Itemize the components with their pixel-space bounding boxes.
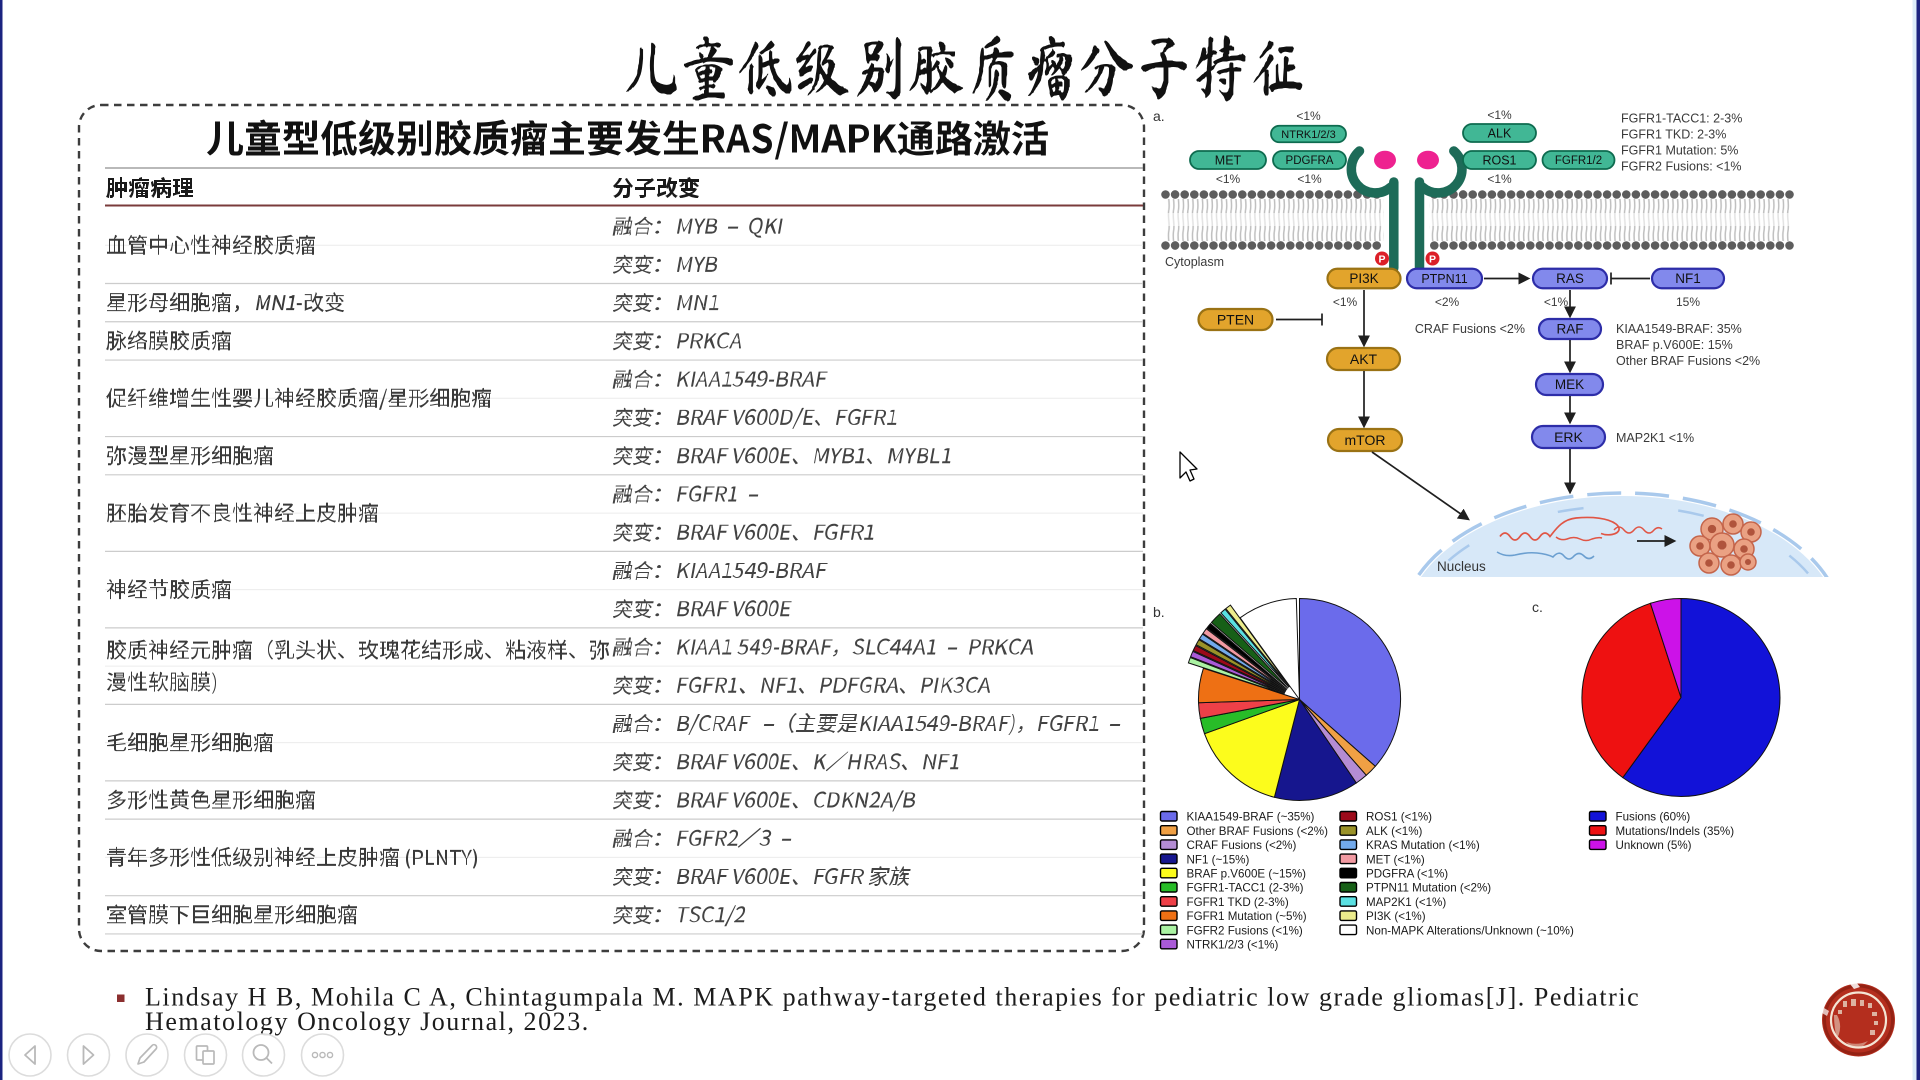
- svg-text:b.: b.: [1153, 604, 1165, 620]
- svg-text:KIAA1549-BRAF (~35%): KIAA1549-BRAF (~35%): [1187, 811, 1315, 824]
- svg-text:FGFR1 TKD (2-3%): FGFR1 TKD (2-3%): [1187, 896, 1289, 909]
- svg-text:FGFR1/2: FGFR1/2: [1555, 155, 1602, 167]
- svg-text:Mutations/Indels (35%): Mutations/Indels (35%): [1616, 825, 1735, 838]
- svg-text:P: P: [1429, 253, 1436, 265]
- svg-text:15%: 15%: [1676, 295, 1700, 309]
- svg-text:RAF: RAF: [1557, 322, 1584, 337]
- svg-text:Other BRAF Fusions <2%: Other BRAF Fusions <2%: [1616, 354, 1760, 368]
- svg-text:<1%: <1%: [1487, 172, 1512, 186]
- svg-text:PTPN11: PTPN11: [1421, 272, 1467, 286]
- svg-text:<1%: <1%: [1333, 295, 1358, 309]
- svg-text:Fusions (60%): Fusions (60%): [1616, 811, 1691, 824]
- svg-text:<1%: <1%: [1487, 108, 1512, 122]
- svg-text:FGFR1 Mutation: 5%: FGFR1 Mutation: 5%: [1621, 144, 1738, 158]
- svg-text:Other BRAF Fusions (<2%): Other BRAF Fusions (<2%): [1187, 825, 1329, 838]
- svg-text:<1%: <1%: [1297, 172, 1322, 186]
- svg-text:NTRK1/2/3: NTRK1/2/3: [1281, 129, 1335, 141]
- svg-text:PDGFRA (<1%): PDGFRA (<1%): [1366, 868, 1448, 881]
- svg-text:NTRK1/2/3 (<1%): NTRK1/2/3 (<1%): [1187, 939, 1279, 952]
- svg-text:Cytoplasm: Cytoplasm: [1165, 255, 1224, 269]
- svg-text:mTOR: mTOR: [1345, 432, 1386, 448]
- svg-text:NF1: NF1: [1675, 271, 1701, 286]
- svg-text:PTEN: PTEN: [1217, 311, 1254, 327]
- svg-text:FGFR1 Mutation (~5%): FGFR1 Mutation (~5%): [1187, 910, 1307, 923]
- svg-text:MEK: MEK: [1555, 377, 1584, 392]
- svg-text:Nucleus: Nucleus: [1437, 559, 1486, 574]
- svg-text:KRAS Mutation (<1%): KRAS Mutation (<1%): [1366, 839, 1480, 852]
- svg-text:FGFR1-TACC1 (2-3%): FGFR1-TACC1 (2-3%): [1187, 882, 1304, 895]
- svg-text:KIAA1549-BRAF: 35%: KIAA1549-BRAF: 35%: [1616, 322, 1742, 336]
- svg-text:FGFR2 Fusions (<1%): FGFR2 Fusions (<1%): [1187, 924, 1303, 937]
- svg-text:PI3K: PI3K: [1349, 271, 1378, 286]
- svg-text:NF1 (~15%): NF1 (~15%): [1187, 853, 1250, 866]
- svg-text:RAS: RAS: [1556, 271, 1584, 286]
- svg-text:ALK (<1%): ALK (<1%): [1366, 825, 1423, 838]
- svg-text:PDGFRA: PDGFRA: [1286, 155, 1334, 167]
- svg-text:ERK: ERK: [1554, 429, 1583, 445]
- svg-text:<1%: <1%: [1296, 109, 1321, 123]
- svg-text:<1%: <1%: [1216, 172, 1241, 186]
- svg-text:FGFR1 TKD: 2-3%: FGFR1 TKD: 2-3%: [1621, 128, 1726, 142]
- svg-text:BRAF p.V600E: 15%: BRAF p.V600E: 15%: [1616, 338, 1733, 352]
- svg-text:Unknown (5%): Unknown (5%): [1616, 839, 1692, 852]
- svg-text:a.: a.: [1153, 108, 1165, 124]
- svg-text:c.: c.: [1532, 599, 1543, 615]
- svg-text:Hematology Oncology Journal, 2: Hematology Oncology Journal, 2023.: [145, 1007, 590, 1036]
- svg-text:<1%: <1%: [1544, 295, 1569, 309]
- svg-text:BRAF p.V600E (~15%): BRAF p.V600E (~15%): [1187, 868, 1307, 881]
- svg-text:MAP2K1 (<1%): MAP2K1 (<1%): [1366, 896, 1446, 909]
- svg-text:Non-MAPK Alterations/Unknown (: Non-MAPK Alterations/Unknown (~10%): [1366, 924, 1574, 937]
- svg-text:CRAF Fusions (<2%): CRAF Fusions (<2%): [1187, 839, 1297, 852]
- svg-text:ROS1 (<1%): ROS1 (<1%): [1366, 811, 1432, 824]
- svg-text:Lindsay H B, Mohila C A, Chint: Lindsay H B, Mohila C A, Chintagumpala M…: [145, 983, 1640, 1012]
- svg-text:MET (<1%): MET (<1%): [1366, 853, 1425, 866]
- svg-text:P: P: [1378, 253, 1385, 265]
- svg-text:<2%: <2%: [1435, 295, 1460, 309]
- svg-text:ROS1: ROS1: [1482, 153, 1516, 167]
- svg-text:PTPN11 Mutation (<2%): PTPN11 Mutation (<2%): [1366, 882, 1491, 895]
- svg-text:MAP2K1 <1%: MAP2K1 <1%: [1616, 431, 1694, 445]
- svg-text:AKT: AKT: [1350, 351, 1378, 367]
- svg-text:MET: MET: [1215, 153, 1242, 167]
- svg-text:CRAF Fusions <2%: CRAF Fusions <2%: [1415, 322, 1525, 336]
- svg-text:PI3K (<1%): PI3K (<1%): [1366, 910, 1426, 923]
- svg-text:FGFR2 Fusions: <1%: FGFR2 Fusions: <1%: [1621, 160, 1742, 174]
- svg-text:FGFR1-TACC1: 2-3%: FGFR1-TACC1: 2-3%: [1621, 112, 1742, 126]
- svg-text:ALK: ALK: [1488, 126, 1512, 140]
